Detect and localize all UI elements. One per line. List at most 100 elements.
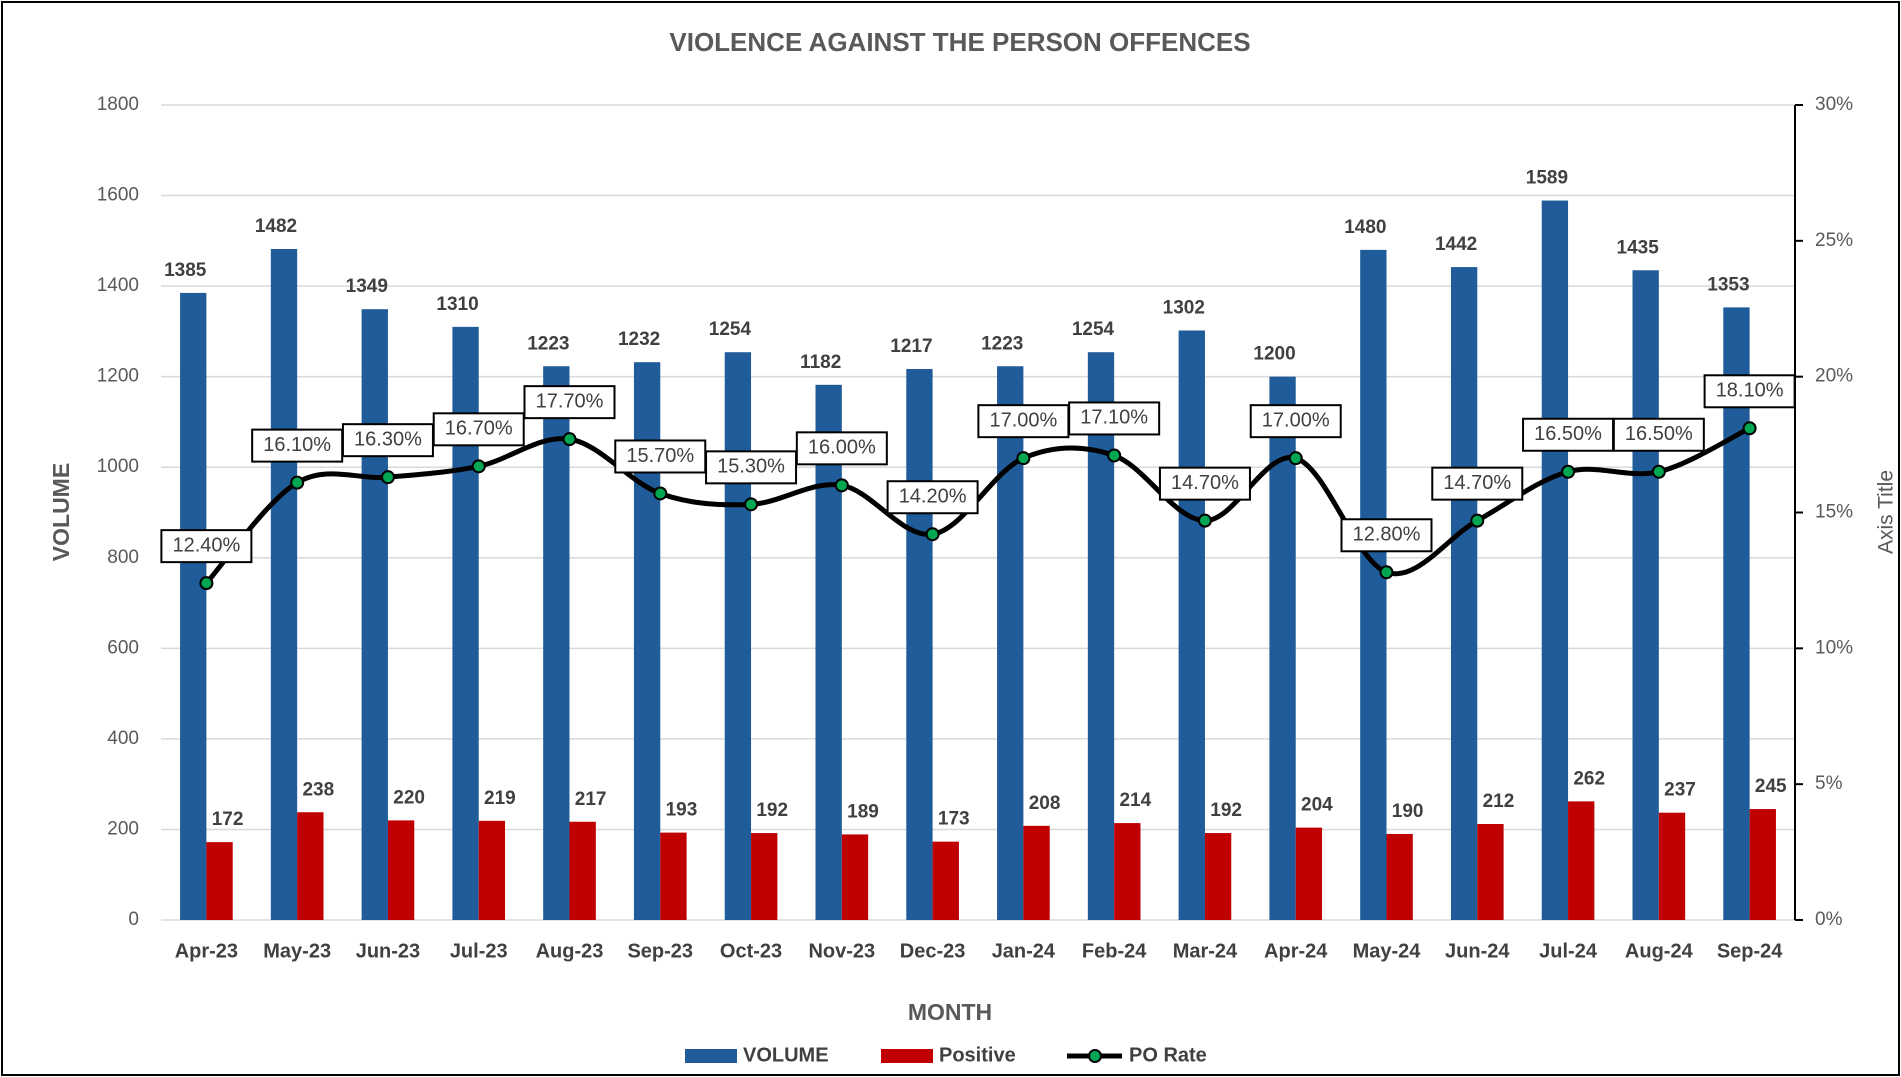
x-tick-label: May-23 (263, 940, 331, 962)
y-tick-label: 0 (128, 909, 139, 930)
bar-value-label: 237 (1664, 780, 1696, 801)
bar (206, 842, 233, 920)
data-label-box (523, 385, 616, 420)
bar-value-label: 1223 (981, 333, 1023, 354)
line-value-label: 14.70% (1171, 472, 1239, 494)
bar (1178, 330, 1205, 920)
y2-tick-label: 15% (1815, 502, 1853, 523)
x-tick-label: Sep-23 (627, 940, 693, 962)
data-label-box (1612, 417, 1705, 452)
line-marker (1470, 513, 1485, 528)
data-label-box (886, 480, 979, 515)
y2-axis-title: Axis Title (1875, 470, 1898, 554)
bar-value-label: 1217 (890, 336, 932, 357)
line-marker (744, 497, 759, 512)
bar (478, 820, 506, 920)
line-value-label: 16.30% (354, 428, 422, 450)
line-value-label: 14.20% (899, 486, 967, 508)
x-tick-label: Nov-23 (808, 940, 875, 962)
bar-value-label: 1349 (346, 276, 388, 297)
bar (660, 832, 687, 920)
bar-value-label: 190 (1392, 801, 1424, 822)
bar (387, 820, 415, 920)
data-label-box (160, 529, 253, 564)
bar (569, 821, 596, 920)
line-value-label: 12.40% (172, 534, 240, 556)
bar (724, 352, 752, 920)
bar (815, 384, 842, 921)
y2-tick-label: 10% (1815, 637, 1853, 658)
line-marker (834, 478, 849, 493)
bar-value-label: 1254 (709, 319, 752, 340)
data-label-box (1522, 417, 1615, 452)
bar (297, 812, 324, 920)
bar (1269, 376, 1296, 921)
y-tick-label: 800 (107, 547, 139, 568)
x-axis-title: MONTH (908, 999, 992, 1025)
bar-value-label: 208 (1029, 793, 1061, 814)
bar-value-label: 1442 (1435, 234, 1477, 255)
bar (1087, 352, 1115, 920)
line-value-label: 12.80% (1353, 524, 1421, 546)
bar-value-label: 1353 (1707, 274, 1749, 295)
bar-value-label: 1223 (527, 333, 569, 354)
bar-value-label: 217 (575, 789, 607, 810)
bar (270, 248, 298, 920)
y-tick-label: 400 (107, 728, 139, 749)
legend-label: VOLUME (743, 1044, 829, 1066)
legend-label: Positive (939, 1044, 1016, 1066)
bar (1204, 833, 1232, 920)
bar (997, 366, 1024, 920)
line-value-label: 17.10% (1080, 407, 1148, 429)
bar (751, 833, 778, 920)
data-label-box (432, 412, 525, 447)
bar-value-label: 192 (1210, 800, 1242, 821)
legend-label: PO Rate (1129, 1044, 1207, 1066)
data-label-box (1431, 466, 1524, 501)
y-tick-label: 600 (107, 637, 139, 658)
bar (1295, 827, 1323, 920)
line-value-label: 18.10% (1716, 380, 1784, 402)
y2-tick-label: 5% (1815, 773, 1843, 794)
y-axis-title: VOLUME (48, 463, 74, 561)
y-tick-label: 1000 (97, 456, 139, 477)
bar-value-label: 172 (212, 809, 244, 830)
bar (1723, 307, 1750, 920)
bar (1360, 249, 1387, 920)
bar-value-label: 220 (393, 787, 425, 808)
bar-value-label: 192 (756, 800, 788, 821)
line-marker (1561, 464, 1576, 479)
bar-value-label: 189 (847, 801, 879, 822)
bar-value-label: 1182 (800, 352, 841, 373)
bar (1450, 267, 1478, 920)
bar-value-label: 1310 (436, 294, 478, 315)
bar-value-label: 238 (302, 779, 334, 800)
x-tick-label: Jul-24 (1539, 940, 1598, 962)
bar-value-label: 1254 (1072, 319, 1115, 340)
bar-value-label: 1589 (1526, 168, 1568, 189)
legend-marker (1088, 1049, 1102, 1063)
line-value-label: 15.30% (717, 456, 785, 478)
bar (1541, 200, 1569, 920)
bar-value-label: 1435 (1617, 237, 1660, 258)
line-value-label: 17.70% (536, 390, 604, 412)
line-marker (199, 576, 214, 591)
data-label-box (1340, 518, 1433, 553)
bar (1023, 825, 1050, 920)
line-value-label: 17.00% (1262, 409, 1330, 431)
line-value-label: 16.00% (808, 437, 876, 459)
bar (932, 841, 959, 920)
bar-value-label: 214 (1119, 790, 1151, 811)
x-tick-label: Oct-23 (720, 940, 782, 962)
bar (180, 292, 207, 920)
line-value-label: 16.10% (263, 434, 331, 456)
x-tick-label: Jun-24 (1445, 940, 1510, 962)
bar-value-label: 173 (938, 809, 970, 830)
bar-value-label: 1302 (1163, 297, 1205, 318)
x-tick-label: Jan-24 (992, 940, 1056, 962)
bar (1658, 812, 1686, 920)
data-label-box (1068, 401, 1161, 436)
bar (1386, 833, 1413, 920)
x-tick-label: Apr-23 (175, 940, 238, 962)
